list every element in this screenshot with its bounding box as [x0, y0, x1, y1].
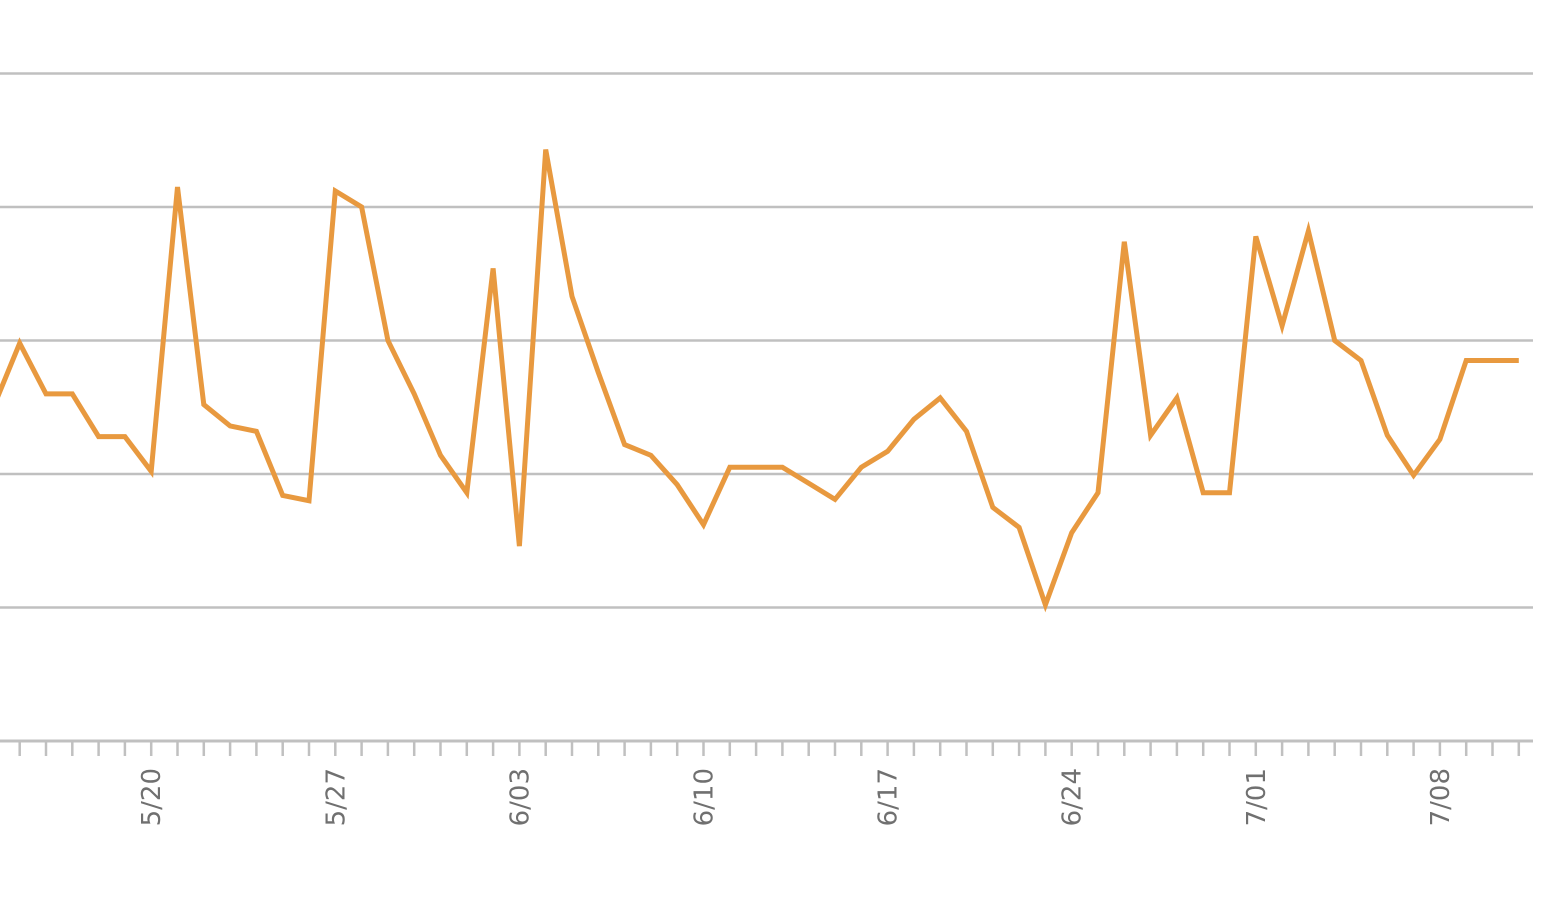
x-tick-label: 5/20 [137, 768, 167, 826]
x-axis-tick-labels: 5/20 5/27 6/03 6/10 6/17 6/24 7/01 7/08 [137, 768, 1456, 826]
x-tick-label: 6/03 [505, 768, 535, 826]
x-tick-label: 7/08 [1426, 768, 1456, 826]
series-layer [0, 149, 1519, 613]
series-line [0, 149, 1519, 613]
gridlines [0, 72, 1533, 609]
x-tick-label: 6/10 [690, 768, 720, 826]
x-tick-label: 6/24 [1058, 768, 1088, 826]
x-tick-label: 5/27 [321, 768, 351, 826]
x-axis [0, 739, 1533, 756]
x-tick-label: 7/01 [1242, 768, 1272, 826]
x-tick-label: 6/17 [874, 768, 904, 826]
